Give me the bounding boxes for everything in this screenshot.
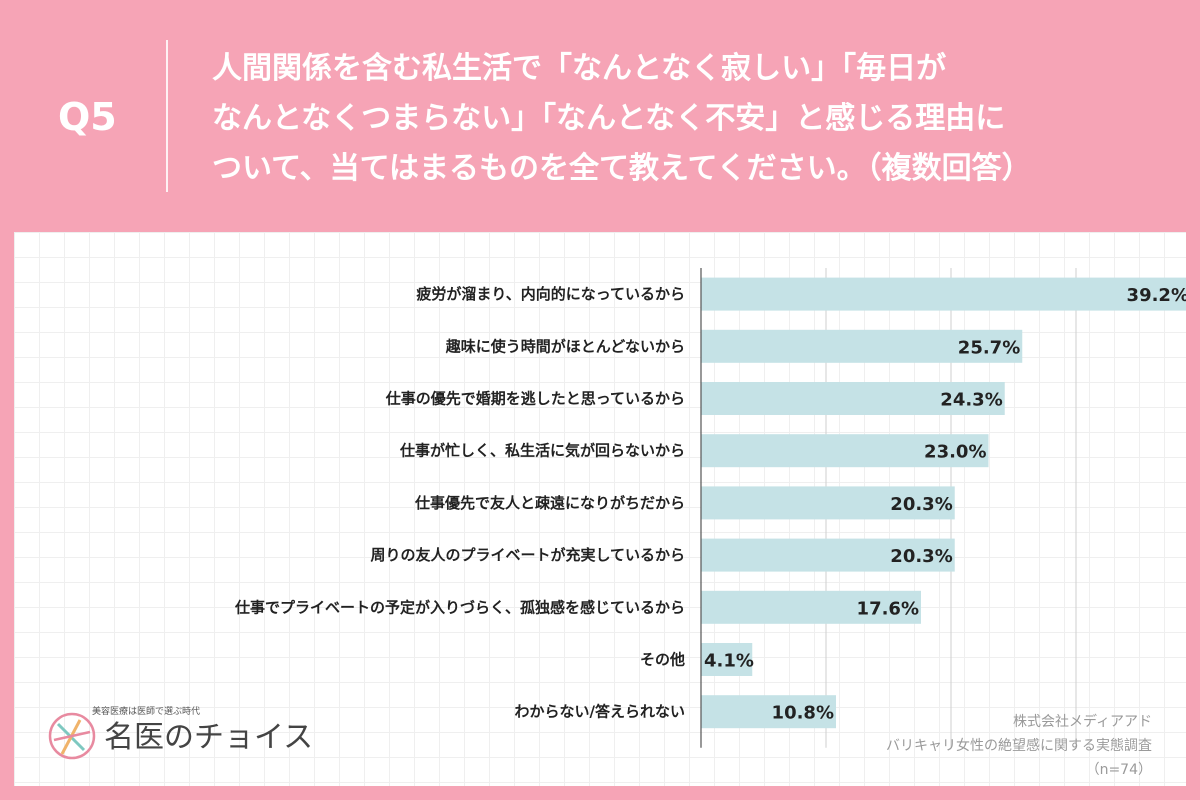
bar-chart: 疲労が溜まり、内向的になっているから 39.2% 趣味に使う時間がほとんどないから 2…: [234, 268, 1186, 748]
category-label: 仕事でプライベートの予定が入りづらく、孤独感を感じているから: [234, 598, 685, 616]
category-label: 趣味に使う時間がほとんどないから: [445, 337, 685, 355]
question-number: Q5: [58, 95, 117, 139]
question-text: 人間関係を含む私生活で「なんとなく寂しい」「毎日が なんとなくつまらない」「なん…: [212, 44, 1162, 194]
chart-panel: 疲労が溜まり、内向的になっているから 39.2% 趣味に使う時間がほとんどないから 2…: [14, 232, 1186, 786]
logo-tagline: 美容医療は医師で選ぶ時代: [92, 707, 201, 717]
question-line-2: なんとなくつまらない」「なんとなく不安」と感じる理由に: [212, 101, 1006, 136]
bar: [701, 277, 1186, 311]
bar: [701, 695, 836, 729]
bar: [701, 643, 753, 676]
bar: [701, 382, 1005, 415]
value-label: 23.0%: [924, 442, 986, 463]
category-label: わからない/答えられない: [515, 703, 685, 721]
value-label: 20.3%: [890, 546, 952, 567]
source-company: 株式会社メディアアド: [1012, 714, 1152, 730]
category-label: 仕事優先で友人と疎遠になりがちだから: [414, 494, 685, 512]
question-line-3: ついて、当てはまるものを全て教えてください。（複数回答）: [212, 151, 1032, 186]
value-label: 4.1%: [704, 651, 754, 672]
header-divider: [166, 40, 168, 192]
source-sample: （n=74）: [1085, 762, 1152, 778]
category-label: 仕事の優先で婚期を逃したと思っているから: [385, 390, 685, 408]
value-label: 25.7%: [958, 337, 1020, 358]
header: Q5 人間関係を含む私生活で「なんとなく寂しい」「毎日が なんとなくつまらない」…: [0, 0, 1200, 232]
value-label: 39.2%: [1127, 285, 1186, 306]
value-label: 20.3%: [890, 494, 952, 515]
value-label: 17.6%: [857, 598, 919, 619]
question-line-1: 人間関係を含む私生活で「なんとなく寂しい」「毎日が: [212, 51, 947, 86]
category-label: 周りの友人のプライベートが充実しているから: [370, 546, 685, 564]
value-label: 24.3%: [940, 390, 1002, 411]
source-survey: バリキャリ女性の絶望感に関する実態調査: [886, 738, 1152, 754]
bar: [701, 486, 955, 520]
category-label: 疲労が溜まり、内向的になっているから: [416, 285, 685, 303]
logo-mark-icon: [48, 712, 96, 760]
brand-logo: 美容医療は医師で選ぶ時代 名医のチョイス: [44, 700, 334, 770]
bar: [701, 434, 989, 468]
logo-name: 名医のチョイス: [104, 720, 314, 755]
bar: [701, 590, 921, 624]
category-label: その他: [640, 651, 685, 669]
category-label: 仕事が忙しく、私生活に気が回らないから: [399, 442, 685, 460]
value-label: 10.8%: [772, 703, 834, 724]
source-note: 株式会社メディアアド バリキャリ女性の絶望感に関する実態調査 （n=74）: [886, 710, 1152, 782]
bar: [701, 538, 955, 572]
bar: [701, 329, 1023, 363]
